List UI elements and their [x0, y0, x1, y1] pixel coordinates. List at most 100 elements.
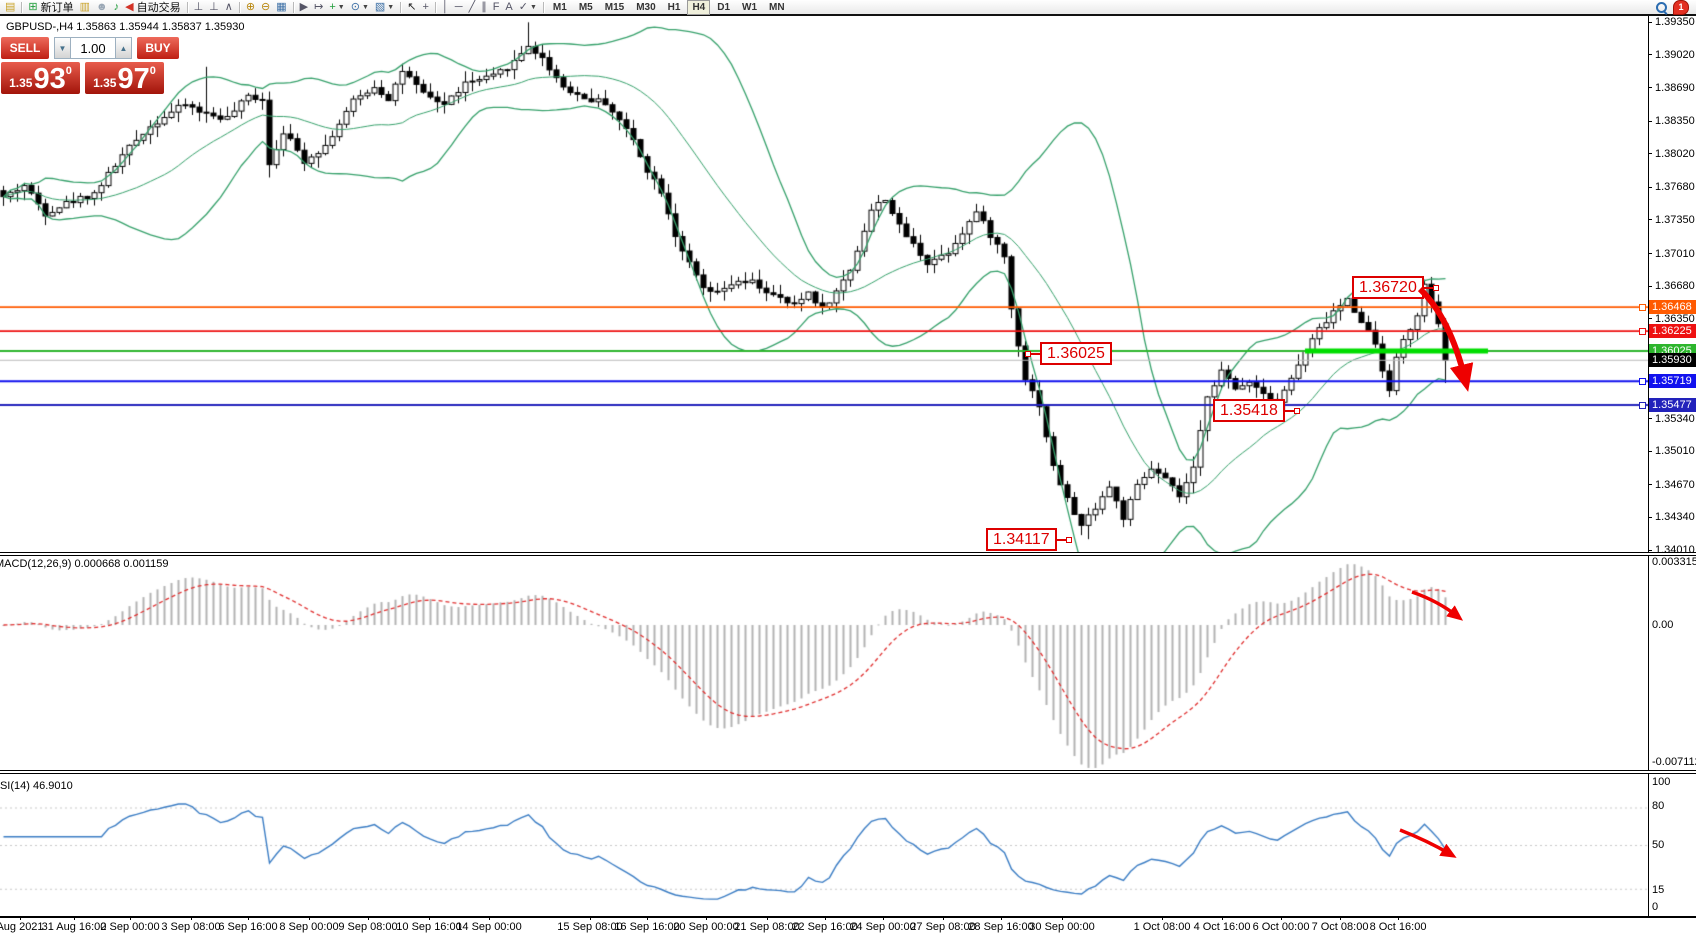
buy-button[interactable]: BUY [137, 37, 179, 59]
panel-separator[interactable] [0, 552, 1696, 556]
time-label: 8 Sep 00:00 [279, 921, 339, 933]
dropdown-caret-icon: ▼ [387, 3, 395, 11]
price-tick-mark [1648, 418, 1652, 420]
sell-price-big: 93 [33, 63, 66, 95]
line-handle[interactable] [1639, 401, 1646, 409]
time-label: 6 Sep 16:00 [218, 921, 278, 933]
time-tick-mark [825, 916, 826, 920]
search-icon[interactable] [1655, 1, 1668, 14]
timeframe-D1[interactable]: D1 [717, 1, 731, 13]
sell-price-tile[interactable]: 1.35 93 0 [1, 62, 80, 94]
fibonacci-icon[interactable]: F [491, 1, 502, 14]
time-label: 15 Sep 08:00 [557, 921, 623, 933]
price-annotation-1.36720[interactable]: 1.36720 [1352, 276, 1439, 299]
annotation-connector [1031, 352, 1040, 355]
tile-windows-icon[interactable]: ▦ [274, 1, 288, 14]
text-icon[interactable]: A [503, 1, 514, 14]
rsi-indicator-panel[interactable] [0, 775, 1648, 916]
indicators-button[interactable]: + ▼ [327, 1, 346, 14]
timeframe-M1[interactable]: M1 [552, 1, 567, 13]
timeframe-W1[interactable]: W1 [742, 1, 758, 13]
arrows-object-icon: ✓ [518, 0, 528, 13]
toolbar-separator [238, 1, 240, 13]
timeframe-M30[interactable]: M30 [636, 1, 656, 13]
equidistant-channel-icon[interactable]: ∥ [479, 1, 489, 14]
market-watch-icon[interactable]: ▥ [78, 1, 92, 14]
chart-template-icon[interactable]: ∧ [223, 1, 235, 14]
price-tick-1.37680: 1.37680 [1655, 181, 1695, 194]
auto-scroll-icon: ▶ [299, 0, 309, 13]
crosshair-icon[interactable]: + [420, 1, 430, 14]
panel-separator[interactable] [0, 770, 1696, 774]
periods-button[interactable]: ⊙ ▼ [349, 1, 371, 14]
cursor-icon[interactable]: ↖ [405, 1, 418, 14]
time-tick-mark [309, 916, 310, 920]
fibonacci-icon: F [492, 0, 500, 13]
timeframe-M5[interactable]: M5 [578, 1, 593, 13]
vertical-line-icon[interactable]: │ [440, 1, 451, 14]
time-axis[interactable]: Aug 2021 31 Aug 16:00 2 Sep 00:00 3 Sep 08:… [0, 916, 1696, 934]
macd-indicator-panel[interactable] [0, 556, 1648, 770]
arrows-object-icon[interactable]: ✓ ▼ [517, 1, 539, 14]
zoom-in-icon[interactable]: ⊕ [244, 1, 257, 14]
price-tick-1.34010: 1.34010 [1655, 544, 1695, 557]
price-annotation-1.36025[interactable]: 1.36025 [1025, 342, 1112, 365]
trendline-icon[interactable]: ╱ [467, 1, 478, 14]
auto-scroll-icon[interactable]: ▶ [298, 1, 310, 14]
line-handle[interactable] [1639, 377, 1646, 385]
market-watch-icon: ▥ [79, 0, 91, 13]
time-tick-mark [368, 916, 369, 920]
toolbar-separator [186, 1, 188, 13]
time-axis-border [0, 916, 1696, 918]
new-chart-icon[interactable]: ⊥ [192, 1, 206, 14]
buy-price-tile[interactable]: 1.35 97 0 [85, 62, 164, 94]
chart-type-button[interactable]: ▧ ▼ [373, 1, 396, 14]
tile-windows-icon: ▦ [276, 0, 287, 13]
price-annotation-1.35418[interactable]: 1.35418 [1213, 399, 1300, 422]
lot-increase-button[interactable]: ▲ [115, 37, 132, 59]
line-handle[interactable] [1639, 327, 1646, 335]
indicator-axis-label-50: 50 [1652, 839, 1665, 851]
time-tick-mark [1281, 916, 1282, 920]
notifications-badge[interactable]: 1 [1673, 0, 1689, 15]
auto-trading-button[interactable]: ◀ 自动交易 [123, 1, 182, 14]
chart-shift-icon[interactable]: ↦ [312, 1, 325, 14]
time-label: Aug 2021 [0, 921, 44, 933]
toolbar-separator [542, 1, 544, 13]
annotation-handle [1065, 536, 1072, 543]
time-label: 16 Sep 16:00 [614, 921, 680, 933]
profiles-icon[interactable]: ⊥ [207, 1, 221, 14]
time-label: 1 Oct 08:00 [1133, 921, 1191, 933]
time-tick-mark [429, 916, 430, 920]
lot-decrease-button[interactable]: ▼ [54, 37, 71, 59]
time-tick-mark [191, 916, 192, 920]
accounts-icon[interactable]: ☻ [94, 1, 110, 14]
timeframe-H1[interactable]: H1 [667, 1, 681, 13]
sell-button[interactable]: SELL [1, 37, 49, 59]
zoom-out-icon[interactable]: ⊖ [259, 1, 272, 14]
timeframe-H4[interactable]: H4 [687, 0, 711, 15]
time-label: 8 Oct 16:00 [1369, 921, 1427, 933]
alerts-icon[interactable]: ♪ [112, 1, 122, 14]
time-tick-mark [74, 916, 75, 920]
time-tick-mark [1062, 916, 1063, 920]
time-label: 6 Oct 00:00 [1252, 921, 1310, 933]
indicator-axis-label-100: 100 [1652, 776, 1671, 788]
new-order-button[interactable]: ⊞ 新订单 [26, 1, 75, 14]
toolbar-separator [400, 1, 402, 13]
chart-file-icon[interactable]: ▤ [3, 1, 17, 14]
time-tick-mark [130, 916, 131, 920]
time-label: 28 Sep 16:00 [968, 921, 1034, 933]
timeframe-MN[interactable]: MN [769, 1, 785, 13]
price-annotation-1.34117[interactable]: 1.34117 [986, 528, 1072, 551]
price-tick-1.34670: 1.34670 [1655, 478, 1695, 491]
lot-size-input[interactable]: 1.00 [71, 37, 115, 59]
toolbar: ▤ ⊞ 新订单 ▥ ☻ ♪ ◀ 自动交易 ⊥ ⊥ ∧ ⊕ ⊖ ▦ ▶ ↦ + ▼ ⊙ ▼ ▧ ▼ ↖ + │ ─ ╱ ∥ F A ✓ ▼ M1… [0, 0, 1696, 16]
price-line-label-1.36225: 1.36225 [1649, 324, 1696, 339]
auto-trading-button-label: 自动交易 [136, 2, 181, 14]
line-handle[interactable] [1639, 303, 1646, 311]
timeframe-M15[interactable]: M15 [604, 1, 625, 13]
horizontal-line-icon[interactable]: ─ [453, 1, 465, 14]
time-tick-mark [248, 916, 249, 920]
